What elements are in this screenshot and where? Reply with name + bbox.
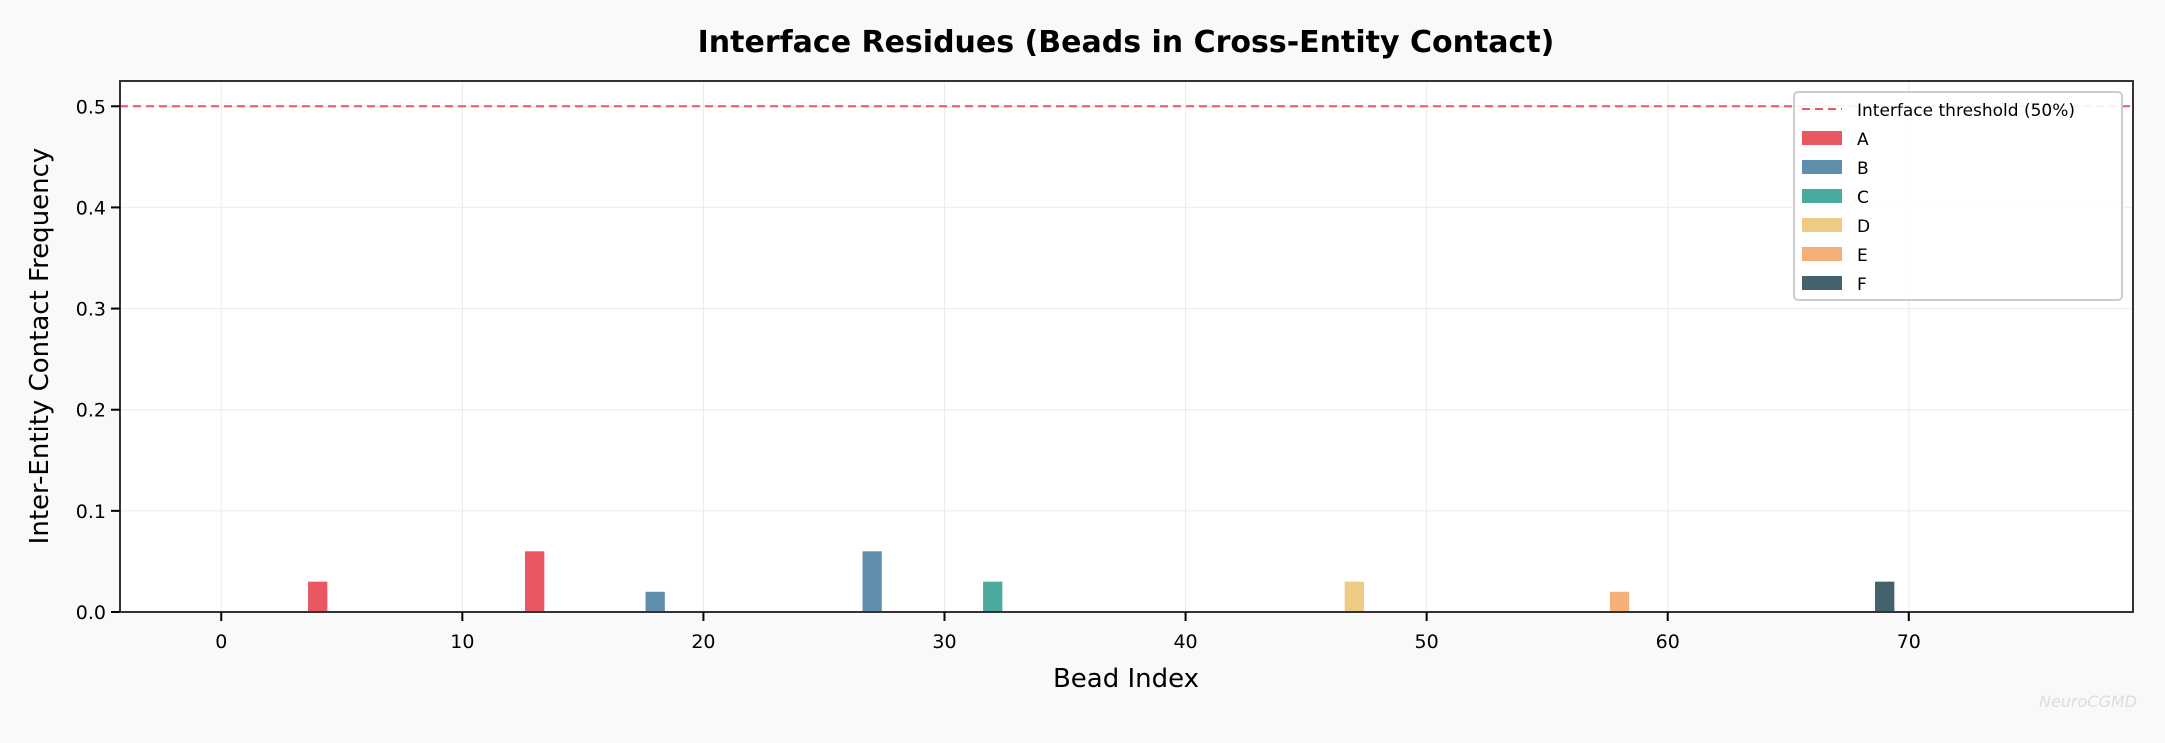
x-axis-label: Bead Index <box>1053 664 1199 694</box>
bar-B <box>862 551 882 612</box>
watermark: NeuroCGMD <box>2039 692 2137 711</box>
legend-swatch-F <box>1802 276 1842 290</box>
y-tick-label: 0.4 <box>76 197 106 219</box>
bar-A <box>308 581 328 612</box>
legend-label-B: B <box>1857 159 1869 179</box>
y-tick-label: 0.1 <box>76 501 106 523</box>
x-tick-label: 20 <box>691 631 715 653</box>
ticks: 0 10 20 30 40 50 60 70 0.0 0.1 0.2 0.3 0.4 0.5 <box>76 96 1921 653</box>
bar-D <box>1344 581 1364 612</box>
x-tick-label: 60 <box>1656 631 1680 653</box>
y-tick-label: 0.0 <box>76 602 106 624</box>
legend-swatch-B <box>1802 160 1842 174</box>
bars <box>308 551 1895 612</box>
y-tick-label: 0.2 <box>76 400 106 422</box>
bar-E <box>1609 591 1630 612</box>
chart-title: Interface Residues (Beads in Cross-Entit… <box>698 25 1555 60</box>
x-tick-label: 70 <box>1897 631 1921 653</box>
legend-box <box>1793 91 2123 301</box>
legend-label-D: D <box>1857 217 1870 237</box>
bar-A <box>525 551 545 612</box>
y-tick-label: 0.3 <box>76 299 106 321</box>
plot-frame <box>119 80 2134 613</box>
x-tick-label: 10 <box>450 631 474 653</box>
legend-threshold-label: Interface threshold (50%) <box>1857 101 2075 121</box>
bar-F <box>1875 581 1895 612</box>
legend-swatch-D <box>1802 218 1842 232</box>
legend-label-A: A <box>1857 130 1869 150</box>
legend-swatch-C <box>1802 189 1842 203</box>
x-tick-label: 0 <box>215 631 227 653</box>
legend-swatch-A <box>1802 131 1842 145</box>
x-tick-label: 50 <box>1415 631 1439 653</box>
x-tick-label: 40 <box>1173 631 1197 653</box>
legend-label-E: E <box>1857 246 1868 266</box>
legend-swatch-E <box>1802 247 1842 261</box>
x-tick-label: 30 <box>932 631 956 653</box>
legend-label-C: C <box>1857 188 1869 208</box>
bar-C <box>983 581 1003 612</box>
legend-label-F: F <box>1857 275 1867 295</box>
bar-B <box>645 591 665 612</box>
y-tick-label: 0.5 <box>76 96 106 118</box>
y-axis-label: Inter-Entity Contact Frequency <box>25 148 55 545</box>
